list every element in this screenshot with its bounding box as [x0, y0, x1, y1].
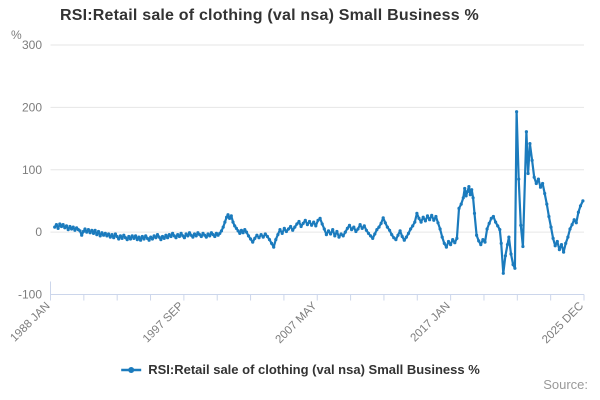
chart-title: RSI:Retail sale of clothing (val nsa) Sm…	[60, 7, 479, 24]
svg-text:1997 SEP: 1997 SEP	[141, 300, 186, 345]
series-line	[53, 110, 584, 275]
svg-text:0: 0	[35, 225, 42, 239]
x-axis	[50, 281, 585, 301]
svg-text:2025 DEC: 2025 DEC	[540, 300, 586, 346]
y-axis-labels: 300 200 100 0 -100	[18, 38, 42, 302]
svg-text:2017 JAN: 2017 JAN	[409, 300, 453, 344]
svg-text:1988 JAN: 1988 JAN	[8, 300, 52, 344]
svg-text:100: 100	[22, 163, 42, 177]
svg-text:-100: -100	[18, 288, 42, 302]
svg-text:300: 300	[22, 38, 42, 52]
y-gridlines	[50, 44, 584, 233]
legend-label: RSI:Retail sale of clothing (val nsa) Sm…	[148, 362, 480, 377]
source-label: Source:	[543, 377, 588, 392]
svg-text:200: 200	[22, 100, 42, 114]
chart-canvas: 300 200 100 0 -100% 1988 JAN 1997 SEP 2007 MAY 2…	[8, 28, 586, 346]
series-markers	[53, 110, 585, 275]
legend-item[interactable]: RSI:Retail sale of clothing (val nsa) Sm…	[120, 362, 480, 377]
y-axis-unit-label: %	[11, 28, 22, 42]
svg-text:2007 MAY: 2007 MAY	[274, 300, 320, 346]
x-axis-labels: 1988 JAN 1997 SEP 2007 MAY 2017 JAN 2025 DEC	[8, 300, 586, 346]
legend-line-marker-icon	[121, 366, 142, 373]
